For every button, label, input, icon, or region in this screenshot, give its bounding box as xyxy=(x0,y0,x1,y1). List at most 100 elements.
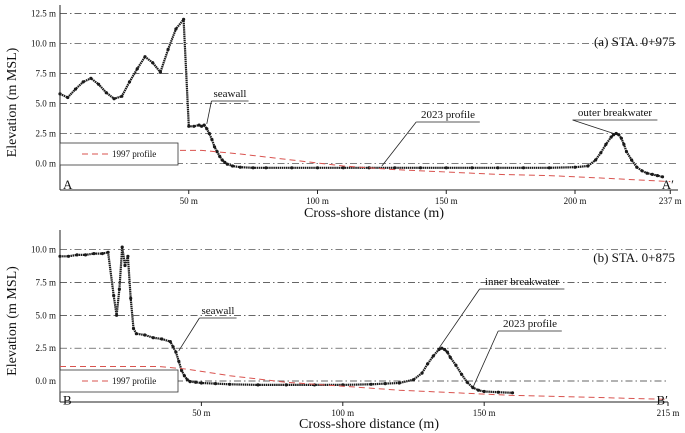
data-point xyxy=(470,166,474,170)
x-tick-label: 215 m xyxy=(657,408,680,418)
annotation: outer breakwater xyxy=(572,107,658,134)
y-tick-label: 2.5 m xyxy=(35,343,56,353)
y-tick-label: 2.5 m xyxy=(35,129,56,139)
data-point xyxy=(624,150,629,154)
data-point xyxy=(182,374,186,378)
data-point xyxy=(202,123,206,127)
legend: 1997 profile xyxy=(59,142,179,166)
panel-title: (b) STA. 0+875 xyxy=(593,250,675,265)
data-point xyxy=(120,94,124,98)
data-point xyxy=(81,80,85,84)
y-tick-label: 10.0 m xyxy=(31,38,56,48)
y-tick-label: 0.0 m xyxy=(35,376,56,386)
data-point xyxy=(496,390,500,394)
series-1997-profile-line xyxy=(60,149,671,183)
data-point xyxy=(431,354,435,358)
data-point xyxy=(210,137,214,142)
data-point xyxy=(188,380,192,384)
data-point xyxy=(220,158,224,162)
x-tick-label: 150 m xyxy=(435,196,458,206)
data-point xyxy=(106,250,110,254)
data-point xyxy=(397,381,401,385)
legend-label: 1997 profile xyxy=(112,149,156,159)
data-point xyxy=(158,70,162,74)
annotation-leader xyxy=(381,121,417,167)
x-axis-title: Cross-shore distance (m) xyxy=(304,206,444,221)
data-point xyxy=(135,67,139,71)
data-point xyxy=(73,87,78,91)
y-tick-label: 10.0 m xyxy=(31,245,56,255)
data-point xyxy=(369,382,373,386)
data-point xyxy=(182,17,186,21)
legend-box xyxy=(59,142,179,166)
data-point xyxy=(284,383,288,387)
data-point xyxy=(75,253,79,257)
legend-label: 1997 profile xyxy=(112,376,156,386)
annotation-leader xyxy=(572,119,614,134)
data-point xyxy=(622,142,626,146)
data-point xyxy=(100,252,104,256)
data-point xyxy=(143,55,147,59)
y-axis-title: Elevation (m MSL) xyxy=(5,47,20,157)
start-label: A xyxy=(63,177,73,192)
data-point xyxy=(471,386,475,390)
data-point xyxy=(617,133,621,137)
panel-a: 0.0 m 2.5 m 5.0 m 7.5 m 10.0 m 12.5 m 50 m 100 … xyxy=(5,5,682,221)
y-tick-label: 7.5 m xyxy=(35,68,56,78)
data-point xyxy=(207,131,211,136)
data-point xyxy=(215,150,219,154)
x-tick-label: 200 m xyxy=(564,196,587,206)
data-point xyxy=(66,254,71,258)
annotation-label: outer breakwater xyxy=(578,107,653,119)
data-point xyxy=(228,382,232,386)
series-1997-profile-line xyxy=(60,366,669,400)
data-point xyxy=(197,123,201,127)
annotation-label: 2023 profile xyxy=(421,109,475,121)
data-point xyxy=(194,380,198,384)
x-tick-label: 50 m xyxy=(192,408,210,418)
data-point xyxy=(612,133,616,137)
annotation: seawall xyxy=(206,88,249,125)
data-point xyxy=(199,381,203,385)
end-label: B′ xyxy=(656,393,668,408)
annotation-label: inner breakwater xyxy=(485,276,560,288)
data-point xyxy=(185,378,189,382)
data-point xyxy=(444,166,448,170)
data-point xyxy=(200,124,204,128)
data-point xyxy=(482,389,486,394)
data-point xyxy=(218,154,222,158)
data-point xyxy=(315,166,320,170)
data-point xyxy=(66,95,70,100)
data-point xyxy=(213,382,218,386)
data-point xyxy=(171,345,175,349)
panel-b: 0.0 m 2.5 m 5.0 m 7.5 m 10.0 m 50 m 100 m 150 m… xyxy=(5,230,679,432)
data-point xyxy=(264,166,268,170)
data-point xyxy=(547,166,551,170)
y-tick-label: 7.5 m xyxy=(35,278,56,288)
annotation: seawall xyxy=(178,305,237,352)
data-point xyxy=(599,151,603,155)
data-point xyxy=(521,166,526,170)
data-point xyxy=(127,80,132,84)
data-point xyxy=(367,166,371,170)
data-point xyxy=(129,296,133,300)
data-point xyxy=(166,47,170,52)
data-point xyxy=(225,162,229,166)
data-point xyxy=(115,313,119,317)
data-point xyxy=(619,136,624,140)
annotation-label: seawall xyxy=(202,305,235,317)
data-point xyxy=(440,346,444,350)
data-point xyxy=(160,337,164,341)
annotation-label: 2023 profile xyxy=(503,318,557,330)
data-point xyxy=(476,388,481,392)
data-point xyxy=(426,362,430,366)
y-axis-title: Elevation (m MSL) xyxy=(5,266,20,376)
data-point xyxy=(418,166,423,170)
data-point xyxy=(143,333,147,337)
x-tick-label: 100 m xyxy=(306,196,329,206)
x-tick-label: 237 m xyxy=(659,196,682,206)
data-point xyxy=(134,332,138,336)
data-point xyxy=(604,142,608,146)
data-point xyxy=(151,61,155,65)
